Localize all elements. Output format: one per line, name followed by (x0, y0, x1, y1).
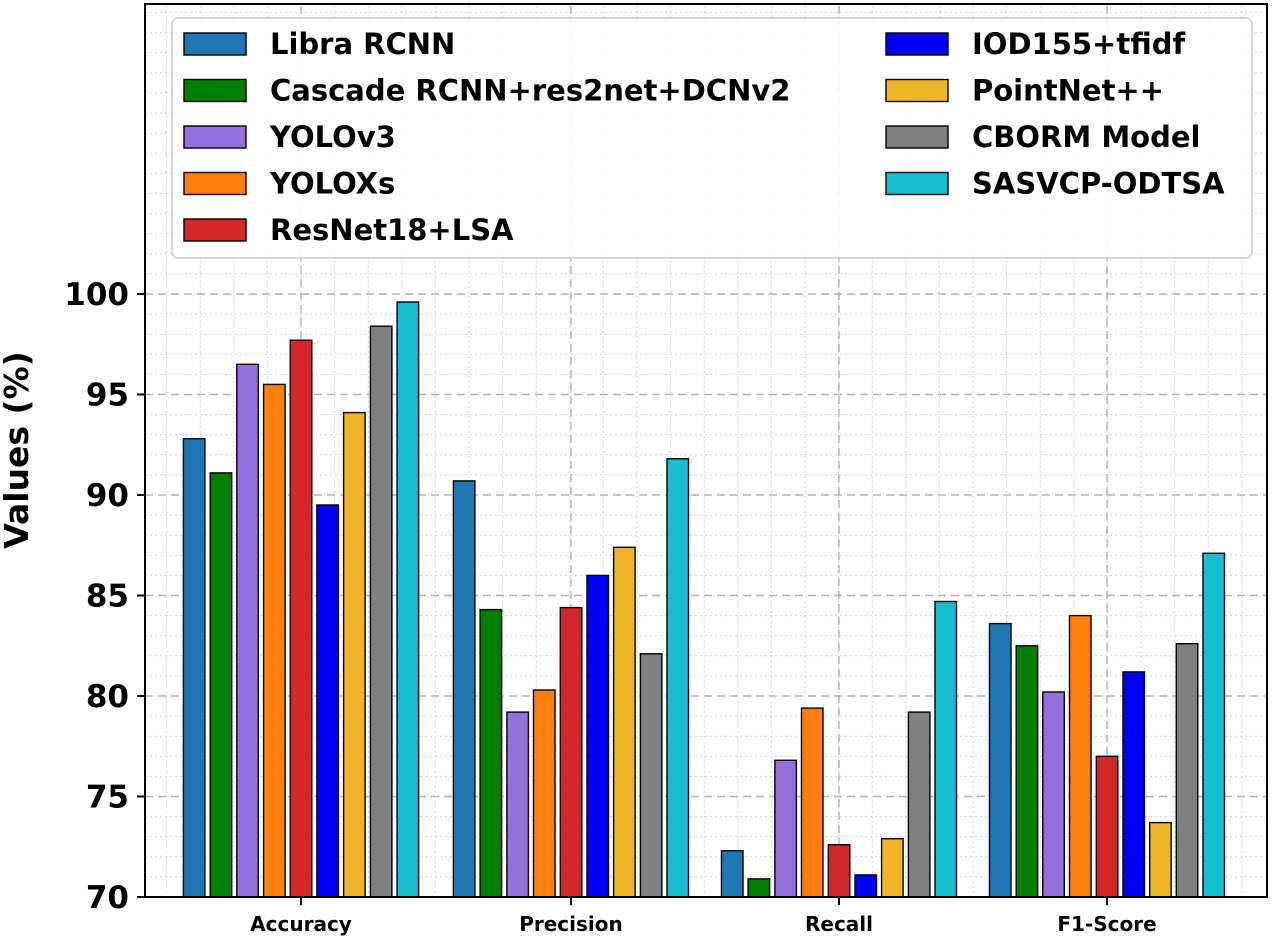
bars (182, 301, 1226, 898)
legend-label: YOLOXs (269, 167, 395, 201)
x-tick-label: Accuracy (250, 912, 352, 936)
y-axis-label: Values (%) (0, 351, 36, 549)
legend-swatch (885, 171, 949, 196)
y-tick-label: 75 (86, 780, 129, 816)
bar-yolov3-recall (774, 759, 798, 898)
legend-label: IOD155+tfidf (972, 27, 1185, 61)
legend-label: PointNet++ (972, 74, 1164, 108)
legend-swatch (885, 125, 949, 149)
bar-cascade-rcnn-res2net-dcnv2-f1-score (1015, 645, 1039, 898)
bar-cascade-rcnn-res2net-dcnv2-precision (479, 608, 503, 898)
bar-resnet18-lsa-f1-score (1095, 755, 1119, 898)
legend-item: PointNet++ (885, 74, 1164, 108)
bar-sasvcp-odtsa-recall (934, 600, 958, 898)
legend-swatch (183, 171, 247, 196)
bar-cascade-rcnn-res2net-dcnv2-accuracy (209, 472, 233, 898)
legend-item: YOLOXs (183, 167, 395, 201)
y-tick-label: 80 (86, 679, 129, 715)
bar-sasvcp-odtsa-precision (666, 458, 690, 898)
bar-iod155-tfidf-precision (586, 574, 610, 898)
legend-frame (171, 17, 1253, 259)
y-tick-label: 90 (86, 478, 129, 514)
legend-item: ResNet18+LSA (183, 213, 514, 247)
bar-yoloxs-precision (532, 689, 556, 898)
bar-pointnet--recall (880, 838, 904, 898)
legend-item: SASVCP-ODTSA (885, 167, 1225, 201)
bar-resnet18-lsa-accuracy (289, 339, 313, 898)
y-tick-label: 100 (64, 277, 129, 313)
legend: Libra RCNN Cascade RCNN+res2net+DCNv2 YOLO… (171, 17, 1253, 259)
bar-pointnet--f1-score (1148, 821, 1172, 898)
legend-swatch (183, 32, 247, 56)
bar-pointnet--accuracy (342, 411, 366, 898)
bar-yoloxs-accuracy (262, 383, 286, 898)
bar-iod155-tfidf-f1-score (1122, 671, 1146, 898)
x-tick-label: F1-Score (1057, 912, 1156, 936)
bar-yoloxs-recall (800, 707, 824, 898)
bar-libra-rcnn-f1-score (988, 622, 1012, 898)
bar-sasvcp-odtsa-accuracy (396, 301, 420, 898)
y-tick-label: 95 (86, 378, 129, 414)
bar-yolov3-accuracy (236, 363, 260, 898)
bar-yolov3-f1-score (1042, 691, 1066, 898)
bar-resnet18-lsa-precision (559, 606, 583, 898)
bar-yoloxs-f1-score (1068, 614, 1092, 898)
legend-label: CBORM Model (972, 120, 1200, 154)
y-tick-label: 85 (86, 579, 129, 615)
bar-cborm-model-f1-score (1175, 643, 1199, 898)
bar-cborm-model-recall (907, 711, 931, 898)
legend-item: CBORM Model (885, 120, 1200, 154)
legend-item: Libra RCNN (183, 27, 455, 61)
bar-sasvcp-odtsa-f1-score (1202, 552, 1226, 898)
bar-resnet18-lsa-recall (827, 844, 851, 898)
bar-libra-rcnn-accuracy (182, 438, 206, 898)
legend-label: ResNet18+LSA (270, 213, 514, 247)
legend-item: IOD155+tfidf (885, 27, 1185, 61)
axis-ticks: 70 75 80 85 90 95 100 Accuracy Precision Recall F1… (64, 277, 1156, 936)
bar-yolov3-precision (506, 711, 530, 898)
bar-cborm-model-precision (639, 653, 663, 898)
bar-cborm-model-accuracy (369, 325, 393, 898)
legend-swatch (183, 125, 247, 149)
legend-label: Cascade RCNN+res2net+DCNv2 (270, 74, 790, 108)
legend-label: SASVCP-ODTSA (972, 167, 1225, 201)
legend-label: Libra RCNN (270, 27, 455, 61)
bar-cascade-rcnn-res2net-dcnv2-recall (747, 878, 771, 898)
legend-swatch (885, 78, 949, 103)
legend-item: Cascade RCNN+res2net+DCNv2 (183, 74, 790, 108)
bar-libra-rcnn-precision (452, 480, 476, 898)
bar-libra-rcnn-recall (720, 850, 744, 898)
plot-frame (144, 3, 1268, 898)
bar-pointnet--precision (612, 546, 636, 898)
legend-swatch (183, 78, 247, 103)
bar-iod155-tfidf-recall (854, 874, 878, 898)
legend-swatch (885, 32, 949, 56)
x-tick-label: Recall (805, 912, 873, 936)
y-tick-label: 70 (86, 880, 129, 916)
x-tick-label: Precision (519, 912, 623, 936)
legend-label: YOLOv3 (269, 120, 396, 154)
legend-swatch (183, 218, 247, 242)
legend-item: YOLOv3 (183, 120, 396, 154)
bar-iod155-tfidf-accuracy (316, 504, 340, 898)
